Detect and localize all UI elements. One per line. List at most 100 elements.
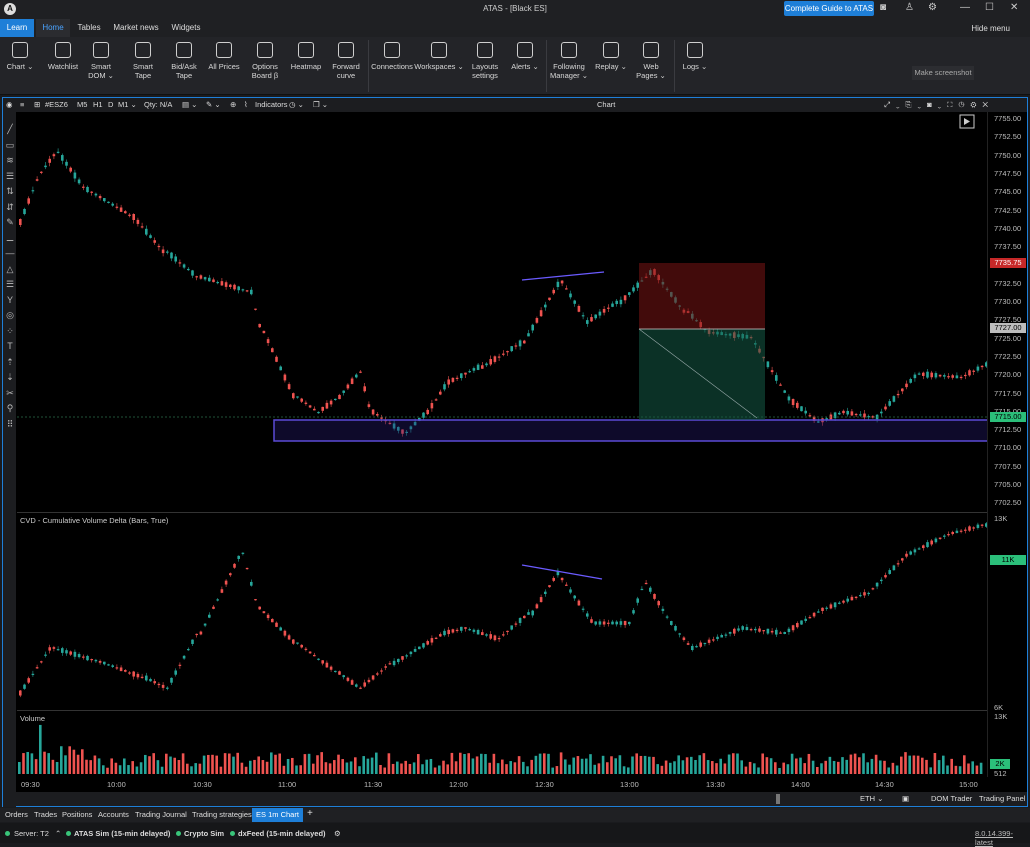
caret-up-icon[interactable]: ⌃ (55, 829, 62, 838)
connection-crypto-sim[interactable]: Crypto Sim (184, 829, 225, 838)
symbol-icon[interactable]: ⊞ (34, 100, 41, 109)
tab-home[interactable]: Home (36, 19, 70, 37)
volume-bar (76, 754, 80, 774)
tf-m5[interactable]: M5 (77, 100, 88, 109)
chart-window (2, 97, 1028, 807)
candle-body (308, 405, 312, 408)
divergence-trendline-cvd[interactable] (521, 564, 603, 580)
tf-d[interactable]: D (108, 100, 114, 109)
close-icon[interactable]: ✕ (1010, 2, 1019, 13)
workspaces-button[interactable]: Workspaces ⌄ (414, 40, 464, 90)
hide-menu-button[interactable]: Hide menu (971, 24, 1010, 33)
volume-bar (874, 754, 878, 774)
add-tab-icon[interactable]: + (307, 808, 313, 819)
tab-trading-journal[interactable]: Trading Journal (135, 810, 187, 819)
zoom-icon[interactable]: ⊕ (230, 100, 237, 109)
menu-icon[interactable]: ≡ (20, 100, 25, 109)
tab-tables[interactable]: Tables (77, 23, 101, 32)
volume-bar (118, 765, 122, 774)
indicators-button[interactable]: Indicators (255, 100, 288, 109)
candle-body (959, 530, 963, 532)
divergence-trendline-price[interactable] (521, 271, 605, 281)
session-selector[interactable]: ETH ⌄ (860, 794, 884, 803)
candle-body (371, 675, 375, 680)
options-board-button[interactable]: Options Board β (246, 40, 284, 90)
indicators-icon[interactable]: ⌇ (244, 100, 248, 109)
take-profit-box[interactable] (639, 329, 765, 420)
volume-bar (425, 759, 428, 774)
logs-button[interactable]: Logs ⌄ (678, 40, 712, 90)
tab-learn[interactable]: Learn (0, 19, 34, 37)
time-axis[interactable]: 09:30 10:00 10:30 11:00 11:30 12:00 12:3… (17, 777, 1027, 792)
gear-icon[interactable]: ⚙ (928, 2, 937, 13)
stop-loss-box[interactable] (639, 263, 765, 329)
bid-ask-tape-button[interactable]: Bid/Ask Tape (166, 40, 202, 90)
tab-es-1m-chart[interactable]: ES 1m Chart (252, 808, 303, 822)
forward-curve-button[interactable]: Forward curve (328, 40, 364, 90)
price-label: 7715.00 (994, 407, 1021, 416)
symbol-selector[interactable]: #ESZ6 (45, 100, 68, 109)
connections-button[interactable]: Connections (370, 40, 414, 90)
minimize-icon[interactable]: — (960, 2, 970, 13)
price-label: 7730.00 (994, 297, 1022, 306)
following-manager-button[interactable]: Following Manager ⌄ (548, 40, 590, 90)
horizontal-scroll-handle[interactable] (776, 794, 780, 804)
price-chart[interactable] (17, 112, 987, 512)
volume-bar (958, 766, 962, 774)
chart-button[interactable]: Chart ⌄ (3, 40, 37, 90)
window-icon[interactable]: ❐ ⌄ (313, 100, 329, 109)
heatmap-button[interactable]: Heatmap (288, 40, 324, 90)
candle-body (573, 595, 576, 599)
pencil-icon[interactable]: ✎ ⌄ (206, 100, 221, 109)
clock-icon[interactable]: ◷ ⌄ (289, 100, 304, 109)
calendar-icon[interactable]: ▣ (902, 794, 910, 803)
tab-market-news[interactable]: Market news (113, 23, 159, 32)
tf-h1[interactable]: H1 (93, 100, 103, 109)
volume-bar (572, 757, 575, 774)
volume-bar (156, 760, 160, 774)
make-screenshot-tooltip[interactable]: Make screenshot (912, 66, 974, 80)
layouts-settings-button[interactable]: Layouts settings (466, 40, 504, 90)
trading-panel-button[interactable]: Trading Panel (979, 794, 1026, 803)
tab-positions[interactable]: Positions (62, 810, 93, 819)
tab-orders[interactable]: Orders (5, 810, 28, 819)
chart-window-controls[interactable]: ⤢⌄⎘⌄◙⌄⛶◷⚙✕ (884, 100, 995, 109)
volume-chart[interactable] (17, 712, 987, 776)
volume-bar (228, 753, 231, 774)
smart-tape-button[interactable]: Smart Tape (126, 40, 160, 90)
complete-guide-button[interactable]: Complete Guide to ATAS (784, 1, 874, 16)
maximize-icon[interactable]: ☐ (985, 2, 994, 13)
tab-trading-strategies[interactable]: Trading strategies (192, 810, 252, 819)
user-icon[interactable]: ♙ (905, 2, 914, 13)
tab-trades[interactable]: Trades (34, 810, 58, 819)
price-scale[interactable]: 7755.00 7752.50 7750.00 7747.50 7745.00 7742.… (987, 112, 1027, 778)
volume-bar (824, 760, 827, 774)
candle-body (317, 658, 320, 660)
qty-field[interactable]: Qty: N/A (144, 100, 173, 109)
smart-dom-button[interactable]: Smart DOM ⌄ (84, 40, 118, 90)
version-link[interactable]: 8.0.14.399-latest (975, 829, 1013, 847)
demand-zone-rect[interactable] (273, 419, 987, 442)
volume-bar (811, 760, 815, 774)
web-pages-button[interactable]: Web Pages ⌄ (632, 40, 670, 90)
replay-button[interactable]: Replay ⌄ (592, 40, 630, 90)
candle-body (447, 379, 450, 385)
watchlist-button[interactable]: Watchlist (44, 40, 82, 90)
cvd-chart[interactable] (17, 513, 987, 709)
settings-icon[interactable]: ⚙ (334, 829, 341, 838)
volume-bar (866, 762, 869, 774)
camera-icon[interactable]: ◙ (880, 2, 887, 13)
tab-widgets[interactable]: Widgets (171, 23, 201, 32)
all-prices-button[interactable]: All Prices (208, 40, 240, 90)
dom-trader-button[interactable]: DOM Trader (931, 794, 973, 803)
chart-settings-icon[interactable]: ▤ ⌄ (182, 100, 198, 109)
tf-m1[interactable]: M1 ⌄ (118, 100, 137, 109)
tab-accounts[interactable]: Accounts (98, 810, 129, 819)
connection-atas-sim[interactable]: ATAS Sim (15-min delayed) (74, 829, 171, 838)
drawing-tools-list[interactable]: ╱ ▭ ≋ ☰ ⇅ ⇵ ✎ ⚊ — △ ☰ Y ◎ ⁘ T ⇡ ⇣ ✂ ⚲ ⠿ (5, 124, 15, 429)
scroll-to-end-icon[interactable] (959, 114, 975, 129)
connection-dxfeed[interactable]: dxFeed (15-min delayed) (238, 829, 326, 838)
candle-body (506, 351, 509, 353)
logs-icon (687, 42, 703, 58)
alerts-button[interactable]: Alerts ⌄ (506, 40, 544, 90)
